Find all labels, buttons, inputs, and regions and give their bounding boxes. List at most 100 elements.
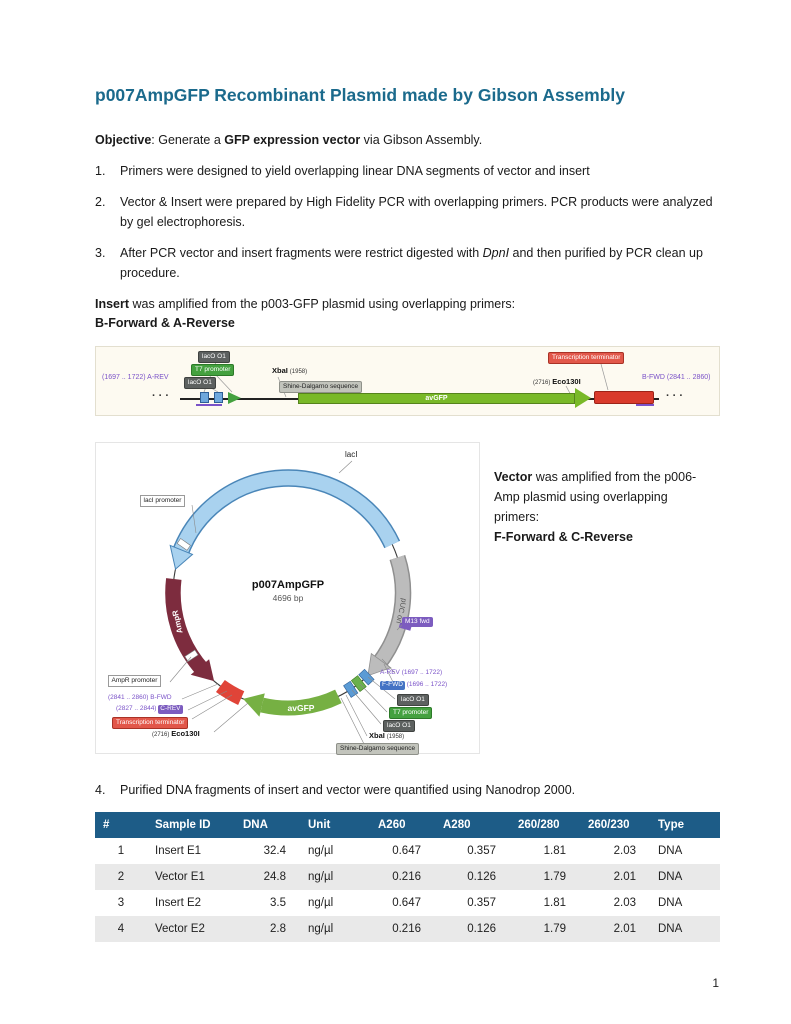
- xbai-name: XbaI: [272, 366, 288, 375]
- insert-note: Insert was amplified from the p003-GFP p…: [95, 295, 720, 334]
- table-cell: Vector E2: [147, 916, 235, 942]
- plasmid-center-label: p007AmpGFP 4696 bp: [228, 579, 348, 603]
- step-3-text: After PCR vector and insert fragments we…: [120, 243, 720, 283]
- step-4-number: 4.: [95, 783, 106, 797]
- table-cell: 3: [117, 897, 125, 909]
- table-row: 3 Insert E2 3.5 ng/µl 0.647 0.357 1.81 2…: [95, 890, 720, 916]
- vector-note-primers: F-Forward & C-Reverse: [494, 529, 633, 544]
- ampr-promoter-label: AmpR promoter: [108, 675, 161, 687]
- table-cell: ng/µl: [300, 916, 370, 942]
- c-rev-position: (2827 .. 2844): [116, 705, 157, 712]
- objective-end: via Gibson Assembly.: [360, 133, 483, 147]
- table-row: 4 Vector E2 2.8 ng/µl 0.216 0.126 1.79 2…: [95, 916, 720, 942]
- table-cell: 2.01: [580, 916, 650, 942]
- nanodrop-results-table: # Sample ID DNA Unit A260 A280 260/280 2…: [95, 812, 720, 942]
- transcription-terminator-tag: Transcription terminator: [112, 717, 189, 729]
- avgfp-label: avGFP: [425, 395, 448, 402]
- page-number: 1: [712, 976, 719, 990]
- b-fwd-label: (2841 .. 2860) B-FWD: [108, 694, 172, 701]
- step-3-number: 3.: [95, 245, 106, 260]
- puc-ori-arc: [367, 554, 412, 677]
- avgfp-arc-label: avGFP: [288, 703, 315, 713]
- eco130i-name: Eco130I: [171, 729, 200, 738]
- plasmid-map-row: AmpR pUC ori avGFP lacI lacI promoter Am…: [95, 442, 720, 755]
- document-content: p007AmpGFP Recombinant Plasmid made by G…: [95, 0, 720, 942]
- eco130i-site-label: (2716) Eco130I: [533, 377, 581, 387]
- table-cell: 2.01: [580, 864, 650, 890]
- vector-note: Vector was amplified from the p006-Amp p…: [494, 455, 708, 742]
- sequence-continues-left: ···: [152, 390, 172, 402]
- step-4-text: Purified DNA fragments of insert and vec…: [120, 783, 576, 797]
- table-cell: ng/µl: [308, 845, 334, 857]
- laco-site-1: [200, 392, 209, 403]
- table-cell: 24.8: [235, 864, 300, 890]
- table-cell: 2.03: [613, 897, 636, 909]
- table-cell: Insert E1: [155, 845, 202, 857]
- table-cell: 3.5: [270, 897, 286, 909]
- laco-o1-tag: lacO O1: [397, 694, 429, 706]
- laci-promoter-label: lacI promoter: [140, 495, 185, 507]
- f-fwd-label: F-FWD (1696 .. 1722): [380, 681, 447, 690]
- step-2-number: 2.: [95, 194, 106, 209]
- table-header-cell: 260/230: [580, 812, 650, 838]
- avgfp-arc: [243, 689, 342, 717]
- table-header-cell: 260/280: [510, 812, 580, 838]
- c-rev-label: (2827 .. 2844) C-REV: [116, 705, 183, 714]
- objective-label: Objective: [95, 133, 152, 147]
- table-cell: 1.81: [543, 897, 566, 909]
- table-cell: 0.216: [370, 916, 435, 942]
- t7-promoter-arrow: [228, 392, 241, 404]
- laco-o1-tag: lacO O1: [184, 377, 216, 389]
- table-cell: DNA: [650, 864, 720, 890]
- table-cell: DNA: [658, 897, 683, 909]
- table-header-cell: A280: [435, 812, 510, 838]
- xbai-site-label: XbaI (1958): [272, 366, 307, 376]
- objective-paragraph: Objective: Generate a GFP expression vec…: [95, 131, 720, 150]
- b-fwd-position: (2841 .. 2860): [108, 694, 149, 701]
- step-2: 2. Vector & Insert were prepared by High…: [95, 192, 720, 232]
- table-header-cell: Sample ID: [147, 812, 235, 838]
- label-leader-lines: [169, 460, 404, 745]
- table-cell: 32.4: [263, 845, 286, 857]
- table-cell: 1.79: [510, 916, 580, 942]
- page-title: p007AmpGFP Recombinant Plasmid made by G…: [95, 85, 626, 105]
- a-rev-label: A-REV (1697 .. 1722): [380, 669, 442, 676]
- step-3-enzyme: DpnI: [482, 245, 510, 260]
- circular-plasmid-map: AmpR pUC ori avGFP lacI lacI promoter Am…: [95, 442, 480, 755]
- operator-cluster-features: [176, 538, 412, 698]
- step-1-number: 1.: [95, 163, 106, 178]
- plasmid-name: p007AmpGFP: [251, 579, 325, 591]
- step-4: 4. Purified DNA fragments of insert and …: [95, 780, 720, 800]
- table-cell: ng/µl: [300, 864, 370, 890]
- step-3: 3. After PCR vector and insert fragments…: [95, 243, 720, 283]
- table-cell: DNA: [658, 845, 683, 857]
- b-fwd-name: B-FWD: [150, 694, 172, 701]
- linear-insert-map: ··· ··· (1697 .. 1722) A-REV lacO O1 T7 …: [95, 346, 720, 416]
- ampr-promoter-feature: [184, 649, 199, 662]
- insert-note-rest: was amplified from the p003-GFP plasmid …: [129, 296, 516, 311]
- table-cell: 1.79: [510, 864, 580, 890]
- xbai-position: (1958): [386, 734, 405, 740]
- terminator-arc: [215, 679, 245, 705]
- table-cell: 0.126: [435, 864, 510, 890]
- c-rev-name: C-REV: [158, 705, 183, 714]
- table-cell: 0.357: [467, 845, 496, 857]
- table-cell: Insert E2: [155, 897, 202, 909]
- table-cell: 0.357: [467, 897, 496, 909]
- table-row: 2 Vector E1 24.8 ng/µl 0.216 0.126 1.79 …: [95, 864, 720, 890]
- m13-fwd-label: M13 fwd: [402, 617, 433, 627]
- step-3-post: and then purified by PCR clean up proced…: [120, 245, 703, 280]
- a-rev-primer-label: (1697 .. 1722) A-REV: [102, 374, 169, 381]
- eco130i-site-label: (2716) Eco130I: [152, 729, 200, 739]
- table-header-cell: Type: [650, 812, 720, 838]
- laco-site-2: [214, 392, 223, 403]
- f-fwd-name: F-FWD: [380, 681, 405, 690]
- b-fwd-primer-mark: [636, 404, 654, 406]
- table-cell: 0.126: [435, 916, 510, 942]
- eco130i-position: (2716): [533, 380, 551, 386]
- table-header-cell: Unit: [300, 812, 370, 838]
- step-1-text: Primers were designed to yield overlappi…: [120, 163, 590, 178]
- eco130i-name: Eco130I: [552, 377, 581, 386]
- table-header-cell: #: [95, 812, 147, 838]
- eco130i-position: (2716): [152, 732, 170, 738]
